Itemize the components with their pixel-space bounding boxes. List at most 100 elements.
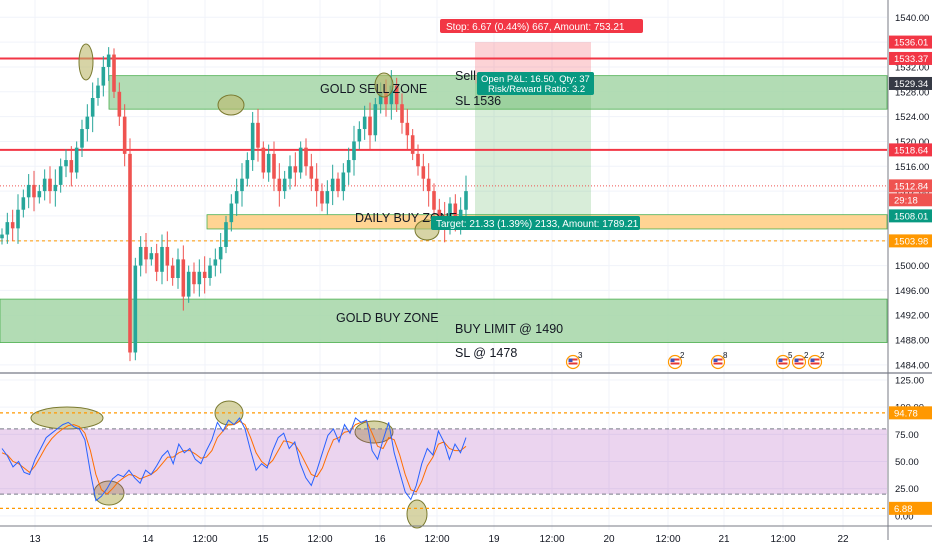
- candle-body: [240, 178, 244, 192]
- event-flag[interactable]: 2: [791, 351, 810, 370]
- candle-body: [229, 203, 234, 223]
- candle-body: [117, 91, 122, 117]
- candle-body: [314, 178, 319, 192]
- flag-stripe: [778, 362, 788, 365]
- event-flag[interactable]: 2: [807, 351, 826, 370]
- candle: [282, 170, 287, 199]
- candle-body: [261, 147, 266, 173]
- candle-body: [293, 166, 298, 173]
- candle: [186, 265, 191, 303]
- candle-body: [176, 259, 180, 278]
- price-tag: 1503.98: [889, 234, 932, 248]
- target-label-text: Target: 21.33 (1.39%) 2133, Amount: 1789…: [436, 219, 639, 230]
- time-tick-label: 12:00: [770, 534, 795, 545]
- candle-body: [42, 178, 47, 192]
- highlight-ellipse[interactable]: [30, 406, 104, 430]
- candle-body: [101, 66, 106, 86]
- candle: [421, 153, 426, 192]
- candle-body: [165, 246, 170, 266]
- candle-body: [320, 191, 324, 204]
- candles: [0, 47, 468, 362]
- candle-body: [357, 129, 362, 142]
- flag-stripe: [568, 358, 578, 361]
- highlight-ellipse[interactable]: [374, 72, 394, 98]
- price-tick-label: 1488.00: [895, 336, 929, 347]
- gold-buy-zone: [0, 298, 888, 343]
- candle: [170, 257, 175, 286]
- event-count: 8: [723, 351, 728, 360]
- price-tag-text: 1518.64: [894, 145, 928, 156]
- candle-body: [405, 122, 410, 136]
- candle-body: [362, 116, 367, 130]
- zone-label-gold-buy-zone: GOLD BUY ZONE: [336, 311, 439, 325]
- candle: [272, 141, 276, 192]
- candle: [330, 164, 335, 206]
- event-flag[interactable]: 5: [775, 351, 794, 370]
- candle: [74, 141, 79, 179]
- flag-canton: [670, 358, 675, 362]
- flag-stripe: [568, 362, 578, 365]
- candle-body: [149, 253, 154, 260]
- candle: [53, 169, 58, 207]
- candle-body: [53, 184, 58, 192]
- candle: [400, 93, 404, 134]
- stop-label: Stop: 6.67 (0.44%) 667, Amount: 753.21: [440, 19, 643, 33]
- event-flag[interactable]: 8: [710, 351, 729, 370]
- candle: [122, 104, 127, 167]
- horizontal-lines[interactable]: [0, 57, 887, 242]
- candle: [165, 231, 170, 282]
- candle: [245, 152, 250, 187]
- candle: [64, 149, 68, 178]
- highlight-ellipse[interactable]: [406, 499, 428, 529]
- candle: [314, 163, 319, 207]
- candle-body: [384, 91, 388, 105]
- flag-stripe: [810, 358, 820, 361]
- candle: [352, 125, 356, 176]
- economic-events[interactable]: 3 2 8 5 2 2: [565, 351, 826, 370]
- event-flag[interactable]: 3: [565, 351, 584, 370]
- candle-body: [32, 184, 36, 198]
- zones: [0, 75, 888, 343]
- price-tag-bg: [889, 35, 932, 49]
- candle: [410, 129, 415, 161]
- rr-label-text: Risk/Reward Ratio: 3.2: [488, 84, 585, 95]
- event-flag[interactable]: 2: [667, 351, 686, 370]
- candle-body: [80, 129, 84, 148]
- candle: [261, 141, 266, 179]
- candle: [154, 243, 159, 282]
- highlight-ellipse[interactable]: [78, 43, 94, 81]
- candle-body: [368, 116, 372, 136]
- candle-body: [416, 153, 420, 167]
- candle: [368, 102, 372, 150]
- time-tick-label: 21: [718, 534, 730, 545]
- candle-body: [346, 160, 351, 173]
- candle-body: [277, 178, 282, 192]
- candle: [256, 108, 260, 162]
- price-tag: 1508.01: [889, 209, 932, 223]
- candle: [32, 170, 36, 212]
- candle-body: [74, 147, 79, 173]
- buy-limit-note: BUY LIMIT @ 1490: [455, 322, 563, 336]
- candle-body: [112, 54, 116, 92]
- candle: [85, 104, 90, 142]
- candle: [10, 209, 15, 241]
- candle: [341, 163, 346, 201]
- candle: [234, 178, 239, 216]
- position-tool[interactable]: [475, 42, 591, 216]
- candle-body: [304, 147, 308, 167]
- price-tick-label: 1540.00: [895, 13, 929, 24]
- candle-body: [266, 153, 271, 173]
- flag-canton: [778, 358, 783, 362]
- candle-body: [218, 246, 223, 260]
- price-tag: 1518.64: [889, 143, 932, 157]
- candle-body: [453, 203, 458, 223]
- candle-body: [410, 135, 415, 154]
- time-tick-label: 12:00: [307, 534, 332, 545]
- candle: [58, 158, 63, 193]
- highlight-ellipse[interactable]: [217, 94, 245, 116]
